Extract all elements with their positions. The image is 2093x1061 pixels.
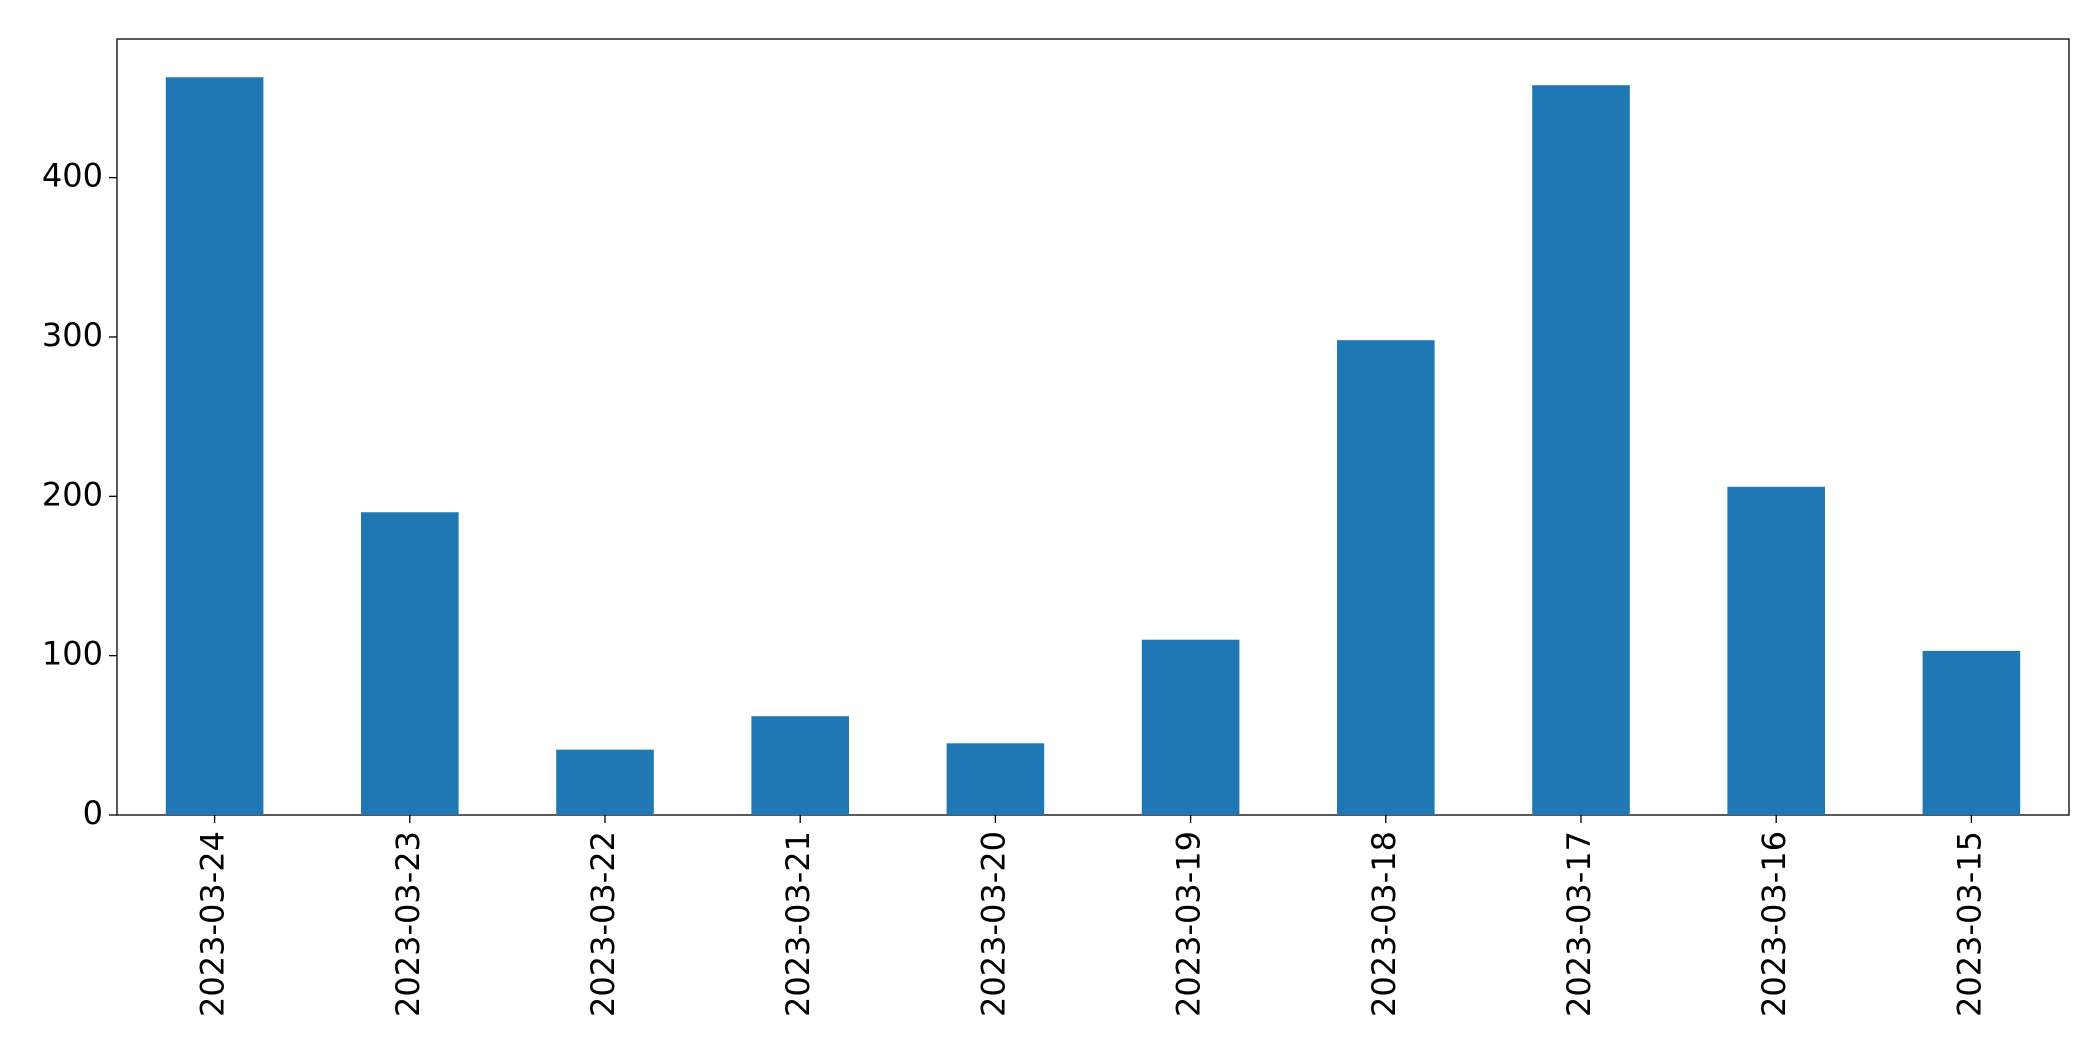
x-tick-label: 2023-03-21 — [779, 831, 817, 1017]
x-tick-label: 2023-03-17 — [1560, 831, 1598, 1017]
y-tick-label: 100 — [42, 635, 103, 673]
bar — [165, 77, 264, 815]
bar — [946, 743, 1045, 815]
x-tick-label: 2023-03-20 — [974, 831, 1012, 1017]
y-tick-label: 200 — [42, 475, 103, 513]
x-tick-label: 2023-03-16 — [1755, 831, 1793, 1017]
x-tick-label: 2023-03-19 — [1170, 831, 1208, 1017]
x-tick-label: 2023-03-15 — [1950, 831, 1988, 1017]
bar — [361, 512, 459, 815]
bar — [1337, 340, 1435, 815]
bar — [751, 716, 849, 815]
bar — [1922, 650, 2021, 815]
y-tick-label: 0 — [83, 794, 103, 832]
y-tick-label: 400 — [42, 157, 103, 195]
x-tick-label: 2023-03-23 — [389, 831, 427, 1017]
y-tick-label: 300 — [42, 316, 103, 354]
plot-frame — [116, 38, 2070, 816]
bar — [1532, 85, 1630, 815]
bar — [1727, 486, 1825, 815]
x-tick-label: 2023-03-18 — [1365, 831, 1403, 1017]
x-tick-label: 2023-03-22 — [584, 831, 622, 1017]
bar — [1141, 639, 1240, 815]
bar — [556, 749, 654, 815]
x-tick-label: 2023-03-24 — [194, 831, 232, 1017]
